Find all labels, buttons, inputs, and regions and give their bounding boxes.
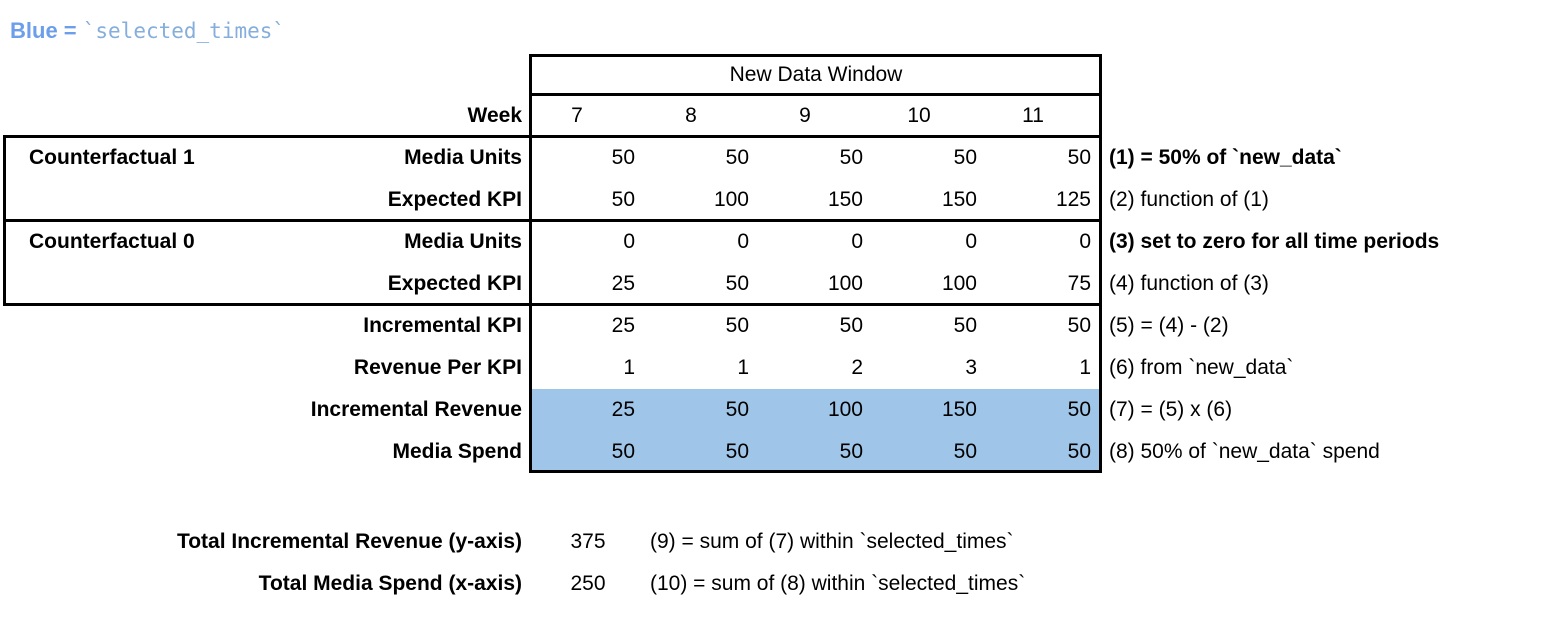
cell-value: 50 (611, 188, 635, 211)
row-label: Expected KPI (387, 272, 522, 295)
total-label: Total Media Spend (x-axis) (258, 572, 522, 595)
row-note: (8) 50% of `new_data` spend (1109, 440, 1380, 463)
cell-value: 100 (827, 398, 863, 421)
cell-value: 100 (827, 272, 863, 295)
cell-value: 50 (1067, 146, 1091, 169)
cell-value: 1 (623, 356, 635, 379)
table-row-highlighted: Incremental Revenue 25 50 100 150 50 (7)… (0, 389, 1544, 431)
cell-value: 50 (1067, 398, 1091, 421)
week-row: Week 7 8 9 10 11 (0, 95, 1544, 137)
row-label: Media Spend (392, 440, 522, 463)
row-label: Expected KPI (387, 188, 522, 211)
cell-value: 25 (611, 272, 635, 295)
cell-value: 50 (839, 440, 863, 463)
row-note: (5) = (4) - (2) (1109, 314, 1229, 337)
row-note: (7) = (5) x (6) (1109, 398, 1233, 421)
table-header-title: New Data Window (729, 63, 903, 86)
cell-value: 150 (827, 188, 863, 211)
table-border-top (529, 54, 1102, 57)
table-border-right-data (1099, 54, 1102, 473)
selected-times-highlight (532, 389, 1099, 471)
legend: Blue = `selected_times` (10, 16, 285, 46)
total-label: Total Incremental Revenue (y-axis) (176, 530, 522, 553)
table-row: Incremental KPI 25 50 50 50 50 (5) = (4)… (0, 305, 1544, 347)
cell-value: 25 (611, 314, 635, 337)
cell-value: 1 (1079, 356, 1091, 379)
row-label: Incremental Revenue (310, 398, 522, 421)
cell-value: 50 (725, 314, 749, 337)
cell-value: 50 (611, 146, 635, 169)
table-border-between-counterfactuals (3, 219, 1102, 222)
group-label-counterfactual-1: Counterfactual 1 (29, 146, 195, 169)
row-note: (3) set to zero for all time periods (1109, 230, 1440, 253)
group-label-counterfactual-0: Counterfactual 0 (29, 230, 195, 253)
totals-row: Total Incremental Revenue (y-axis) 375 (… (0, 521, 1544, 563)
cell-value: 50 (839, 146, 863, 169)
cell-value: 100 (713, 188, 749, 211)
cell-value: 50 (725, 272, 749, 295)
table-row: Media Units 0 0 0 0 0 (3) set to zero fo… (0, 221, 1544, 263)
total-note: (10) = sum of (8) within `selected_times… (650, 572, 1026, 595)
cell-value: 25 (611, 398, 635, 421)
legend-label: Blue = (10, 18, 83, 43)
table-border-under-header (529, 93, 1102, 96)
cell-value: 50 (1067, 314, 1091, 337)
row-label: Media Units (404, 230, 522, 253)
table-row: Media Units 50 50 50 50 50 (1) = 50% of … (0, 137, 1544, 179)
cell-value: 50 (953, 314, 977, 337)
table-border-under-week (3, 135, 1102, 138)
row-note: (2) function of (1) (1109, 188, 1269, 211)
table-row: Revenue Per KPI 1 1 2 3 1 (6) from `new_… (0, 347, 1544, 389)
table-border-bottom (529, 470, 1102, 473)
table-border-under-counterfactual-0 (3, 303, 1102, 306)
cell-value: 0 (851, 230, 863, 253)
cell-value: 50 (725, 440, 749, 463)
cell-value: 0 (623, 230, 635, 253)
cell-value: 1 (737, 356, 749, 379)
table-row-highlighted: Media Spend 50 50 50 50 50 (8) 50% of `n… (0, 431, 1544, 473)
week-value: 7 (571, 104, 583, 127)
cell-value: 0 (965, 230, 977, 253)
cell-value: 50 (725, 398, 749, 421)
cell-value: 3 (965, 356, 977, 379)
week-value: 11 (1022, 104, 1044, 127)
totals-row: Total Media Spend (x-axis) 250 (10) = su… (0, 563, 1544, 605)
cell-value: 0 (737, 230, 749, 253)
cell-value: 50 (839, 314, 863, 337)
cell-value: 50 (725, 146, 749, 169)
row-note: (4) function of (3) (1109, 272, 1269, 295)
cell-value: 150 (941, 188, 977, 211)
cell-value: 150 (941, 398, 977, 421)
total-value: 375 (570, 530, 606, 553)
week-value: 8 (685, 104, 697, 127)
row-label: Incremental KPI (363, 314, 522, 337)
cell-value: 125 (1055, 188, 1091, 211)
cell-value: 50 (953, 440, 977, 463)
cell-value: 50 (1067, 440, 1091, 463)
week-value: 9 (799, 104, 811, 127)
table-row: Expected KPI 50 100 150 150 125 (2) func… (0, 179, 1544, 221)
cell-value: 75 (1067, 272, 1091, 295)
cell-value: 100 (941, 272, 977, 295)
row-label: Media Units (404, 146, 522, 169)
row-note: (1) = 50% of `new_data` (1109, 146, 1342, 169)
week-label: Week (467, 104, 522, 127)
row-note: (6) from `new_data` (1109, 356, 1294, 379)
row-label: Revenue Per KPI (353, 356, 522, 379)
week-value: 10 (907, 104, 931, 127)
cell-value: 50 (611, 440, 635, 463)
cell-value: 0 (1079, 230, 1091, 253)
total-note: (9) = sum of (7) within `selected_times` (650, 530, 1014, 553)
table-border-left-data (529, 54, 532, 473)
table-border-left-groups (3, 135, 6, 306)
cell-value: 2 (851, 356, 863, 379)
legend-code: `selected_times` (82, 19, 286, 43)
table-row: Expected KPI 25 50 100 100 75 (4) functi… (0, 263, 1544, 305)
total-value: 250 (570, 572, 606, 595)
cell-value: 50 (953, 146, 977, 169)
